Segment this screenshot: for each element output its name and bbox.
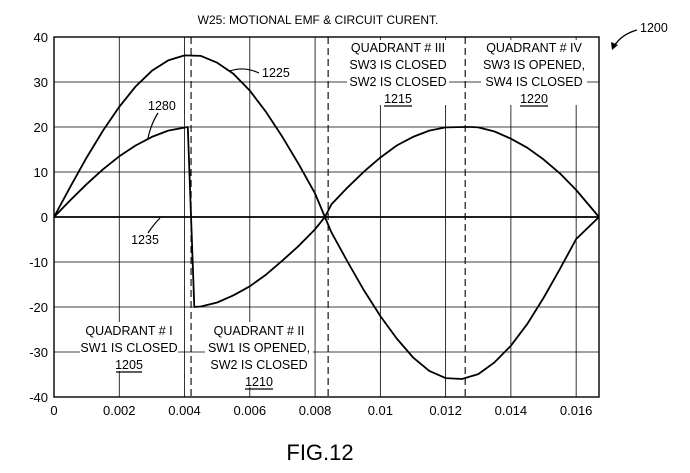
q4-ref: 1220	[520, 92, 548, 106]
callout-1280: 1280	[148, 99, 176, 113]
figure-ref-leader	[613, 29, 638, 47]
series-layer	[53, 54, 600, 380]
q2-annotation-bg	[205, 322, 313, 387]
q4-line-2: SW4 IS CLOSED	[485, 75, 582, 89]
x-tick-label-2: 0.004	[168, 403, 201, 418]
chart-title: W25: MOTIONAL EMF & CIRCUIT CURENT.	[198, 13, 439, 27]
y-tick-label-7: 30	[34, 75, 48, 90]
q4-title: QUADRANT # IV	[486, 41, 582, 55]
callout-1235: 1235	[131, 233, 159, 247]
y-tick-label-6: 20	[34, 120, 48, 135]
y-tick-label-3: -10	[29, 255, 48, 270]
q1-title: QUADRANT # I	[85, 324, 172, 338]
plot-frame	[53, 36, 600, 398]
y-tick-label-2: -20	[29, 300, 48, 315]
q3-ref: 1215	[384, 92, 412, 106]
x-tick-label-8: 0.016	[560, 403, 593, 418]
x-tick-label-6: 0.012	[429, 403, 462, 418]
x-tick-label-5: 0.01	[368, 403, 393, 418]
y-tick-label-8: 40	[34, 30, 48, 45]
callout-1225: 1225	[262, 66, 290, 80]
callout-1280-leader	[147, 112, 159, 139]
y-tick-label-0: -40	[29, 390, 48, 405]
q3-line-1: SW3 IS CLOSED	[349, 58, 446, 72]
figure-label: FIG.12	[286, 440, 353, 465]
y-tick-label-5: 10	[34, 165, 48, 180]
callout-1225-leader	[229, 68, 260, 74]
q1-ref: 1205	[115, 358, 143, 372]
q3-line-2: SW2 IS CLOSED	[349, 75, 446, 89]
q4-annotation-bg	[481, 40, 587, 105]
q3-title: QUADRANT # III	[351, 41, 445, 55]
q1-annotation-bg	[80, 322, 178, 371]
callout-1235-leader	[147, 217, 161, 234]
q2-ref: 1210	[245, 375, 273, 389]
x-tick-label-7: 0.014	[495, 403, 528, 418]
q3-annotation-bg	[347, 40, 449, 105]
y-tick-label-4: 0	[41, 210, 48, 225]
q4-line-1: SW3 IS OPENED,	[483, 58, 585, 72]
x-tick-label-0: 0	[50, 403, 57, 418]
tick-labels: -40 -30 -20 -10 0 10 20 30 40 0 0.002 0.004 0.006 0.0…	[29, 30, 592, 418]
y-tick-label-1: -30	[29, 345, 48, 360]
x-tick-label-3: 0.006	[234, 403, 267, 418]
figure-ref-label: 1200	[640, 21, 668, 35]
x-tick-label-4: 0.008	[299, 403, 332, 418]
x-tick-label-1: 0.002	[103, 403, 136, 418]
figure-ref-arrowhead	[611, 42, 618, 50]
q2-line-2: SW2 IS CLOSED	[210, 358, 307, 372]
q2-line-1: SW1 IS OPENED,	[208, 341, 310, 355]
q2-title: QUADRANT # II	[214, 324, 305, 338]
q1-line-1: SW1 IS CLOSED	[80, 341, 177, 355]
